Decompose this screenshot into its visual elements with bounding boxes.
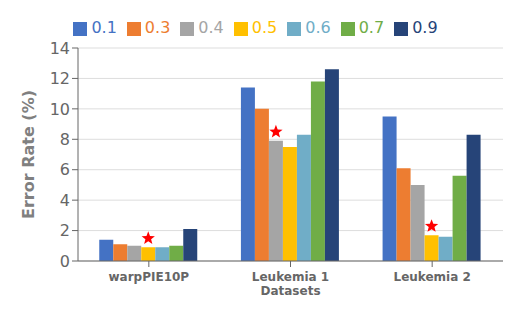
- html-text:0.9: 0.9: [412, 18, 438, 37]
- html-text:0.6: 0.6: [305, 18, 331, 37]
- svg-text:2: 2: [60, 221, 70, 240]
- html-text:0.7: 0.7: [358, 18, 385, 37]
- svg-text:6: 6: [60, 160, 70, 179]
- svg-text:Leukemia 1Datasets: Leukemia 1Datasets: [252, 270, 329, 298]
- svg-text:14: 14: [50, 39, 70, 58]
- svg-text:4: 4: [60, 191, 70, 210]
- html-text:0.1: 0.1: [91, 18, 117, 37]
- html-text:0.3: 0.3: [144, 18, 171, 37]
- html-text:0.4: 0.4: [198, 18, 224, 37]
- html-text:0.5: 0.5: [251, 18, 278, 37]
- svg-text:10: 10: [50, 100, 70, 119]
- svg-text:8: 8: [60, 130, 70, 149]
- svg-text:Leukemia 2: Leukemia 2: [393, 270, 470, 284]
- svg-text:warpPIE10P: warpPIE10P: [109, 270, 190, 284]
- svg-text:12: 12: [50, 69, 70, 88]
- svg-text:Error Rate (%): Error Rate (%): [19, 90, 38, 219]
- svg-text:0: 0: [60, 252, 70, 271]
